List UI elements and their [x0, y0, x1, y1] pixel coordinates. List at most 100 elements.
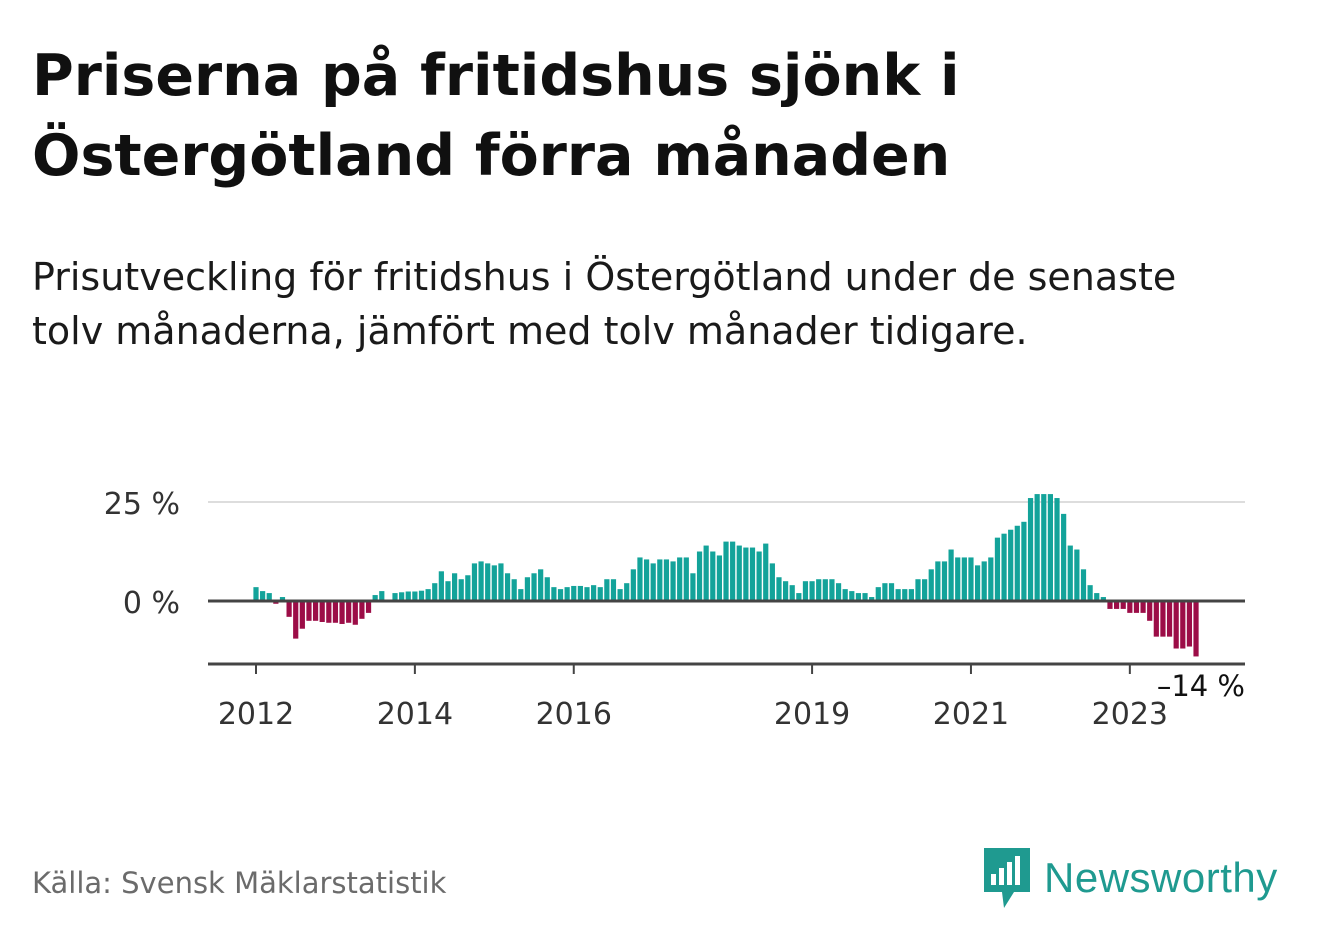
bar [1061, 513, 1067, 601]
bar [1153, 601, 1159, 637]
bar [1107, 601, 1113, 609]
bar [412, 591, 418, 601]
bar [1140, 601, 1146, 613]
bar [1193, 601, 1199, 657]
bar [796, 593, 802, 601]
bar [1133, 601, 1140, 613]
bar [696, 551, 703, 601]
bar [299, 601, 305, 629]
bar [928, 569, 934, 601]
bar [485, 563, 491, 601]
bar [498, 563, 504, 601]
x-tick-label: 2016 [536, 697, 612, 732]
bar [392, 593, 398, 601]
bar [425, 589, 431, 601]
bar [604, 579, 610, 601]
bar [849, 591, 855, 601]
bar [1100, 597, 1106, 601]
bar [293, 601, 299, 639]
bar [531, 573, 537, 601]
bar [783, 581, 789, 601]
bar [763, 543, 769, 601]
bar [1027, 498, 1034, 601]
bars-layer [253, 494, 1199, 657]
bar [829, 579, 835, 601]
source-note: Källa: Svensk Mäklarstatistik [32, 866, 447, 900]
bar [862, 593, 868, 601]
bar [730, 541, 736, 601]
bar [875, 587, 881, 601]
axis-layer [208, 599, 1245, 674]
bar [372, 595, 378, 601]
bar [723, 541, 729, 601]
bar [1041, 494, 1047, 601]
bar [663, 559, 670, 601]
bar [895, 589, 901, 601]
labels-layer: 25 % 0 % 2012 2014 2016 2019 2021 2023–14 % [104, 487, 1245, 732]
bar [630, 569, 636, 601]
bar [650, 563, 656, 601]
bar [922, 579, 928, 601]
bar [359, 601, 365, 619]
bar [253, 587, 259, 601]
bar [955, 557, 961, 601]
bar [670, 561, 676, 601]
bar [816, 579, 822, 601]
bar [458, 579, 464, 601]
bar [1173, 601, 1179, 649]
bar [624, 583, 630, 601]
bar [491, 565, 497, 601]
bar [538, 569, 544, 601]
bar [1180, 601, 1186, 649]
bar [842, 589, 848, 601]
bar [279, 597, 286, 601]
bar [802, 581, 809, 601]
bar [908, 589, 914, 601]
brand-logo: Newsworthy [982, 846, 1278, 910]
bar [1094, 593, 1100, 601]
bar [617, 589, 623, 601]
bar [438, 571, 444, 601]
bar [306, 601, 312, 621]
bar [332, 601, 339, 623]
bar [584, 587, 590, 601]
bar [465, 575, 471, 601]
bar [326, 601, 332, 623]
bar [756, 551, 762, 601]
bar [869, 597, 875, 601]
x-tick-label: 2019 [774, 697, 850, 732]
bar [637, 557, 643, 601]
bar [504, 573, 511, 601]
bar [643, 559, 650, 601]
bar [743, 547, 749, 601]
bar [710, 551, 716, 601]
chart-subtitle: Prisutveckling för fritidshus i Östergöt… [32, 255, 1177, 353]
bar [379, 591, 385, 601]
bar [405, 591, 411, 601]
bar [266, 593, 272, 601]
x-tick-label: 2014 [377, 697, 453, 732]
x-tick-label: 2021 [933, 697, 1009, 732]
bar [399, 592, 405, 601]
bar [974, 565, 981, 601]
bar [1021, 521, 1027, 601]
bar [1074, 549, 1080, 601]
bar [471, 563, 478, 601]
bar [941, 561, 948, 601]
bar [1080, 569, 1087, 601]
bar [511, 579, 517, 601]
bar [855, 593, 862, 601]
bar [677, 557, 683, 601]
bar [551, 587, 557, 601]
bar [577, 585, 583, 601]
bar [319, 601, 325, 622]
bar [776, 577, 782, 601]
newsworthy-logo-icon [984, 848, 1030, 908]
bar [610, 579, 617, 601]
bar [452, 573, 458, 601]
bar [1120, 601, 1126, 609]
brand-name: Newsworthy [1044, 854, 1278, 901]
bar [915, 579, 921, 601]
bar [346, 601, 352, 623]
last-value-label: –14 % [1157, 669, 1245, 703]
